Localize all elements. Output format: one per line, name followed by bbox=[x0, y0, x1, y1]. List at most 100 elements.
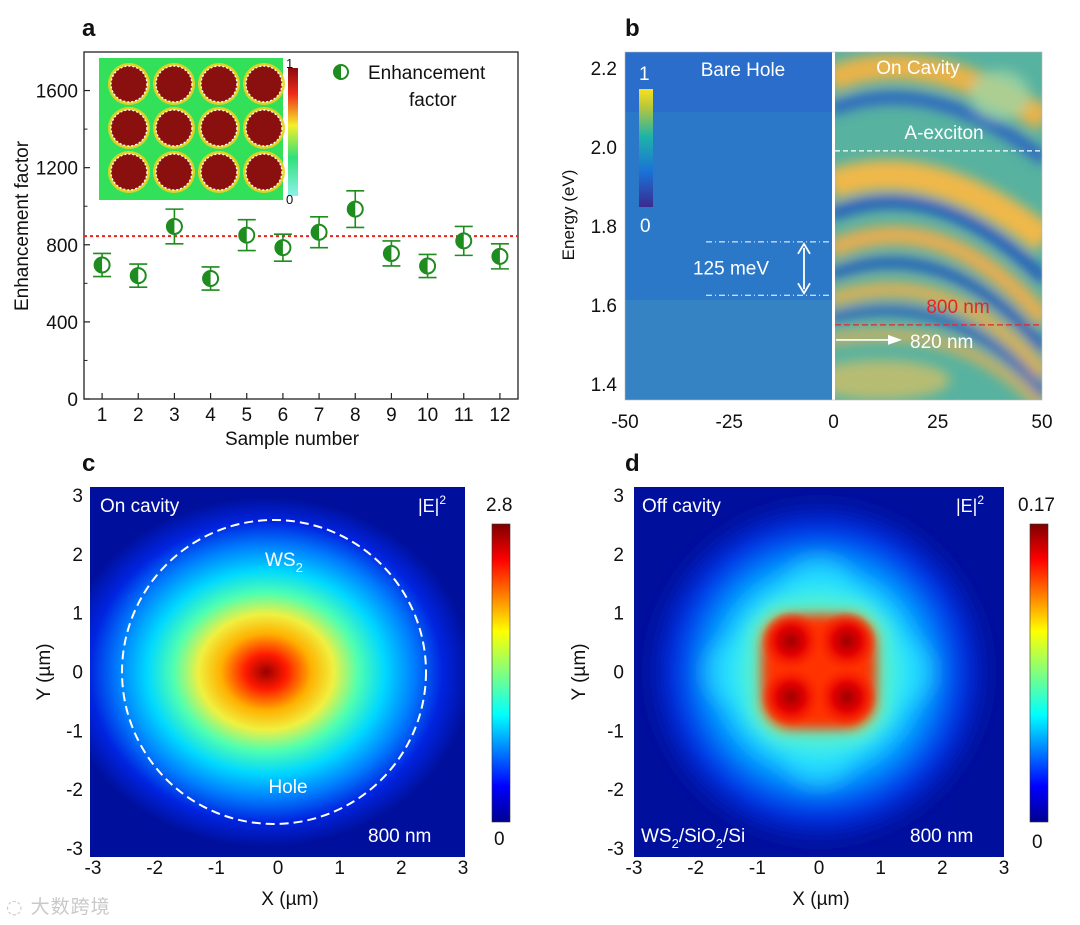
x-tick-label: 6 bbox=[278, 405, 289, 426]
inset-disc bbox=[201, 110, 237, 146]
panel-c-colorbar bbox=[491, 523, 511, 823]
inset-disc bbox=[156, 110, 192, 146]
x-tick-label: 5 bbox=[241, 405, 252, 426]
data-point bbox=[273, 233, 292, 262]
marker-fill bbox=[347, 201, 356, 217]
data-point bbox=[418, 253, 437, 279]
x-tick-label: -3 bbox=[85, 858, 102, 879]
marker-fill bbox=[492, 248, 500, 264]
quantity-label: |E|2 bbox=[418, 493, 446, 516]
x-tick-label: 3 bbox=[169, 405, 180, 426]
data-point bbox=[490, 243, 509, 270]
hole-label: Hole bbox=[268, 777, 307, 798]
inset-disc bbox=[156, 154, 192, 190]
legend-label-line1: Enhancement bbox=[368, 63, 486, 84]
on-cavity-label: On cavity bbox=[100, 496, 180, 517]
x-tick-label: 1 bbox=[875, 858, 886, 879]
y-tick-label: -1 bbox=[66, 721, 83, 742]
panel-a-letter: a bbox=[82, 15, 96, 42]
data-point bbox=[129, 263, 148, 288]
x-tick-label: -2 bbox=[687, 858, 704, 879]
on-cavity-title: On Cavity bbox=[876, 58, 960, 79]
x-tick-label: 7 bbox=[314, 405, 325, 426]
marker-fill bbox=[203, 271, 211, 287]
x-axis-title: X (µm) bbox=[261, 889, 318, 910]
marker-fill bbox=[275, 240, 283, 256]
marker-fill bbox=[456, 233, 464, 249]
inset-disc-outline bbox=[200, 153, 238, 191]
data-point bbox=[201, 266, 220, 291]
inset-colorbar-max: 1 bbox=[286, 56, 293, 71]
y-axis-title: Y (µm) bbox=[569, 643, 590, 700]
inset-disc-outline bbox=[110, 109, 148, 147]
splitting-label: 125 meV bbox=[693, 259, 769, 280]
inset-disc-outline bbox=[110, 65, 148, 103]
panel-d-colorbar bbox=[1029, 523, 1049, 823]
x-tick-label: -1 bbox=[208, 858, 225, 879]
x-tick-label: -1 bbox=[749, 858, 766, 879]
watermark: ◌ 大数跨境 bbox=[6, 892, 111, 919]
legend-marker bbox=[333, 64, 349, 80]
y-axis-ticks: 3 2 1 0 -1 -2 -3 bbox=[607, 486, 624, 860]
x-tick-label: 3 bbox=[458, 858, 469, 879]
marker-fill bbox=[311, 224, 320, 240]
x-tick-label: 4 bbox=[205, 405, 216, 426]
x-tick-label: 0 bbox=[828, 412, 839, 433]
on-cavity-map bbox=[835, 52, 1042, 400]
x-axis-ticks: -3 -2 -1 0 1 2 3 bbox=[626, 858, 1010, 879]
inset-disc-outline bbox=[155, 153, 193, 191]
y-tick-label: 1 bbox=[72, 604, 83, 625]
inset-disc bbox=[201, 154, 237, 190]
data-point bbox=[237, 218, 256, 252]
y-tick-label: 0 bbox=[72, 663, 83, 684]
data-point bbox=[165, 208, 184, 245]
inset-disc bbox=[201, 66, 237, 102]
energy-tick-label: 1.6 bbox=[591, 296, 617, 317]
marker-fill bbox=[166, 218, 175, 234]
x-tick-label: 25 bbox=[927, 412, 948, 433]
legend: Enhancement factor bbox=[333, 63, 486, 111]
x-tick-label: 3 bbox=[999, 858, 1010, 879]
marker-fill bbox=[130, 268, 139, 284]
y-tick-label: 1 bbox=[613, 604, 624, 625]
panel-c-colorbar-max: 2.8 bbox=[486, 495, 512, 516]
data-point bbox=[310, 216, 329, 249]
energy-tick-label: 1.8 bbox=[591, 217, 617, 238]
y-axis-title: Y (µm) bbox=[34, 643, 55, 700]
quantity-label: |E|2 bbox=[956, 493, 984, 516]
panel-b-letter: b bbox=[625, 15, 640, 42]
label-800nm: 800 nm bbox=[926, 297, 989, 318]
data-point bbox=[93, 252, 112, 278]
y-tick-label: 3 bbox=[72, 486, 83, 507]
x-tick-label: 1 bbox=[97, 405, 108, 426]
substrate-stack-label: WS2/SiO2/Si bbox=[641, 826, 745, 851]
field-map-off-cavity bbox=[634, 487, 1004, 857]
inset-disc-outline bbox=[155, 65, 193, 103]
x-tick-label: 50 bbox=[1031, 412, 1052, 433]
arrow-820nm bbox=[836, 334, 902, 345]
panel-c-colorbar-min: 0 bbox=[494, 829, 505, 850]
panel-a-axes-frame bbox=[83, 51, 519, 400]
x-tick-label: -2 bbox=[146, 858, 163, 879]
inset-colorbar-min: 0 bbox=[286, 192, 293, 207]
x-tick-label: 11 bbox=[454, 405, 474, 426]
panel-d-letter: d bbox=[625, 450, 640, 477]
inset-disc-outline bbox=[245, 109, 283, 147]
x-tick-label: 12 bbox=[489, 405, 510, 426]
data-points bbox=[93, 190, 509, 291]
y-tick-label: 3 bbox=[613, 486, 624, 507]
inset-colorbar bbox=[288, 68, 298, 196]
y-tick-label: -2 bbox=[607, 780, 624, 801]
inset-disc-outline bbox=[200, 65, 238, 103]
panel-d: d Off cavity |E|2 WS2/SiO2/Si 800 nm 0.1… bbox=[569, 450, 1055, 910]
inset-disc bbox=[156, 66, 192, 102]
panel-b-colorbar-max: 1 bbox=[639, 64, 650, 85]
y-axis-title: Enhancement factor bbox=[12, 140, 33, 311]
y-tick-label: -3 bbox=[607, 839, 624, 860]
panel-c: c On cavity |E|2 WS2 Hole 800 nm 2.8 0 3… bbox=[34, 450, 512, 910]
data-point bbox=[346, 190, 365, 229]
x-tick-label: 2 bbox=[396, 858, 407, 879]
x-axis-title: Sample number bbox=[225, 429, 360, 450]
panel-d-colorbar-max: 0.17 bbox=[1018, 495, 1055, 516]
